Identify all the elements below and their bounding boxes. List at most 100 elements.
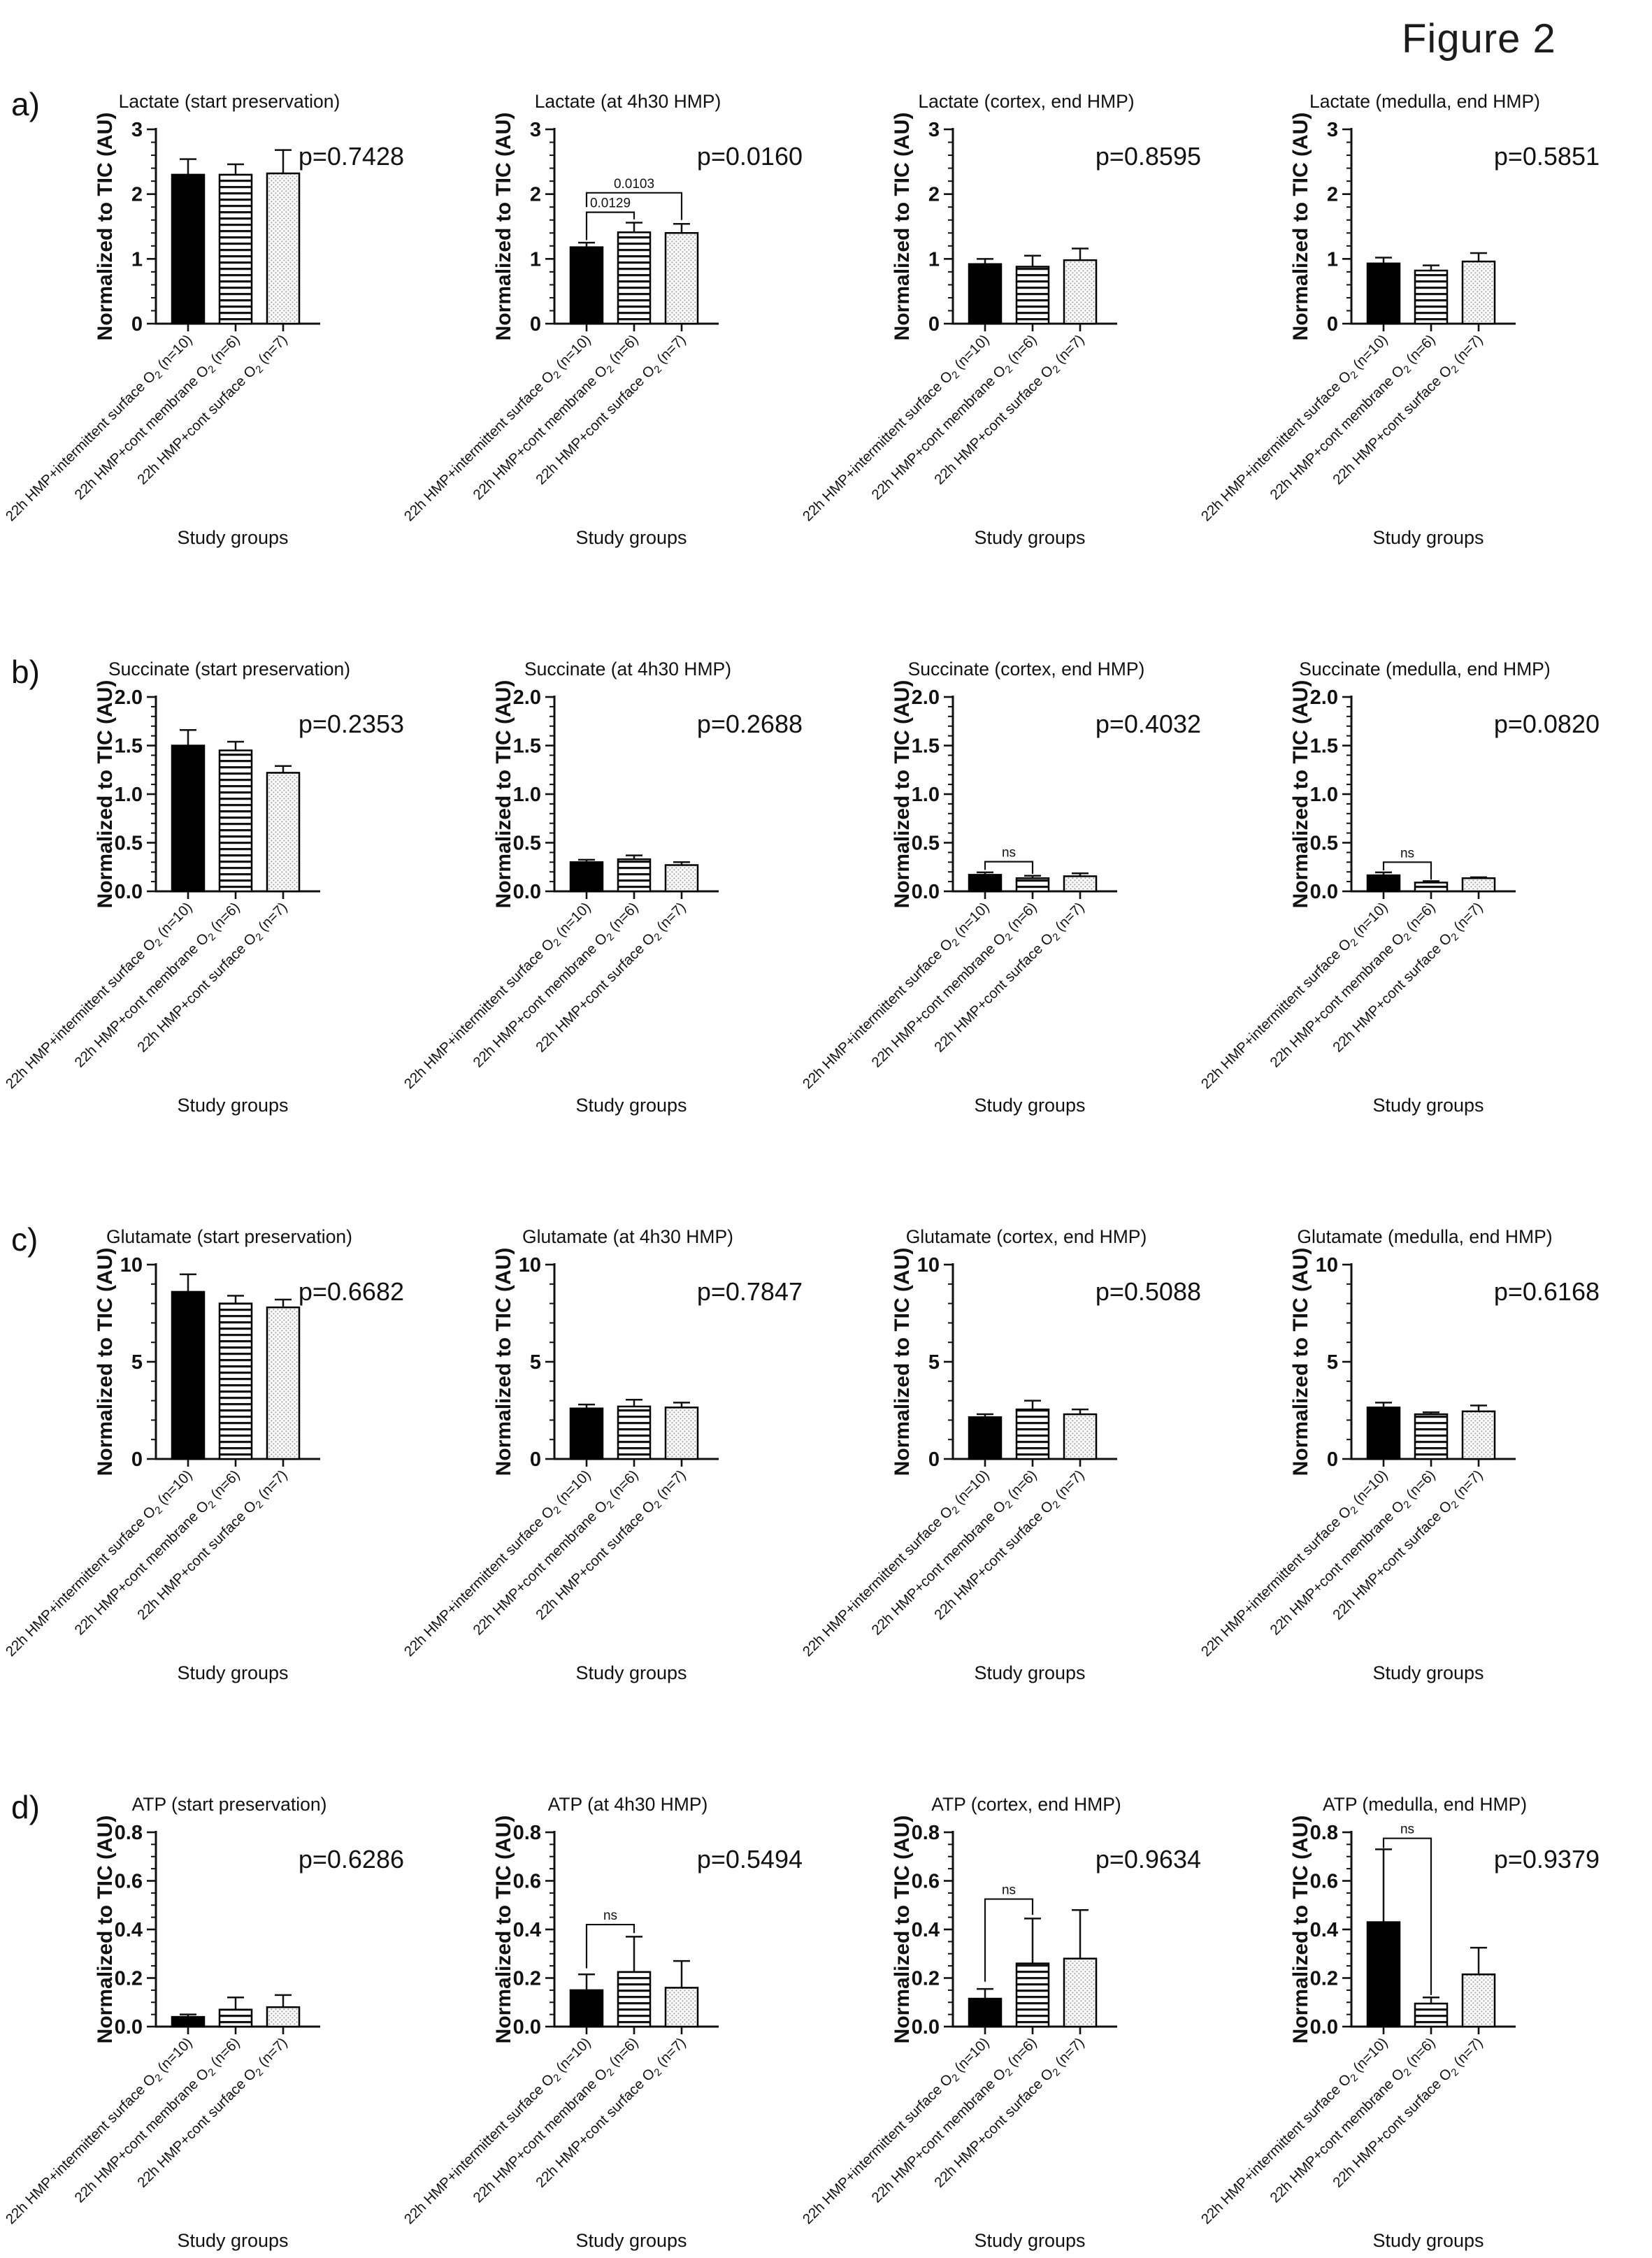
- chart-title: Lactate (medulla, end HMP): [1309, 91, 1540, 112]
- y-tick-label: 0.2: [115, 1968, 143, 1990]
- chart-succinate-at-4h30-hmp: Succinate (at 4h30 HMP) p=0.2688 Normalize…: [401, 659, 803, 1116]
- x-tick-label: 22h HMP+intermittent surface O2 (n=10): [401, 2034, 596, 2229]
- y-axis-label: Normalized to TIC (AU): [1289, 1815, 1312, 2044]
- y-axis-label: Normalized to TIC (AU): [492, 113, 515, 341]
- p-value-label: p=0.9379: [1494, 1845, 1600, 1874]
- bar: [1063, 1957, 1098, 2028]
- p-value-label: p=0.2688: [697, 710, 803, 738]
- y-tick-label: 1: [530, 248, 541, 271]
- y-axis-label: Normalized to TIC (AU): [492, 1248, 515, 1476]
- panel-label-a: a): [11, 86, 40, 122]
- y-axis-label: Normalized to TIC (AU): [891, 113, 914, 341]
- y-tick-label: 0.5: [115, 833, 143, 855]
- y-tick-label: 0.4: [912, 1919, 940, 1941]
- significance-label: 0.0129: [590, 196, 631, 211]
- chart-title: Glutamate (medulla, end HMP): [1297, 1226, 1552, 1247]
- bar: [1414, 269, 1449, 325]
- bar: [1366, 874, 1401, 893]
- y-tick-label: 1: [1327, 248, 1338, 271]
- y-tick-label: 0: [131, 1448, 143, 1471]
- y-tick-label: 0.8: [1310, 1822, 1338, 1844]
- chart-succinate-medulla-end-hmp: Succinate (medulla, end HMP) p=0.0820 Norm…: [1198, 659, 1600, 1116]
- y-tick-label: 0: [131, 313, 143, 336]
- y-tick-label: 1.0: [912, 784, 940, 806]
- x-axis-label: Study groups: [1372, 1662, 1484, 1683]
- y-tick-label: 0.0: [115, 881, 143, 903]
- y-tick-label: 0: [928, 313, 940, 336]
- p-value-label: p=0.5088: [1096, 1277, 1201, 1306]
- significance-label: ns: [1002, 1883, 1016, 1898]
- panel-label-c: c): [11, 1221, 38, 1258]
- bar: [1366, 262, 1401, 325]
- y-axis-label: Normalized to TIC (AU): [1289, 113, 1312, 341]
- bar: [617, 1405, 652, 1460]
- x-axis-label: Study groups: [575, 2230, 687, 2251]
- bar: [218, 1302, 253, 1460]
- panel-label-b: b): [11, 654, 40, 690]
- p-value-label: p=0.6286: [299, 1845, 404, 1874]
- x-axis-label: Study groups: [974, 2230, 1085, 2251]
- y-tick-label: 0.0: [513, 881, 541, 903]
- y-axis-label: Normalized to TIC (AU): [1289, 680, 1312, 909]
- x-axis-label: Study groups: [177, 2230, 288, 2251]
- significance-label: ns: [1400, 1822, 1414, 1837]
- bar: [968, 1997, 1003, 2028]
- x-axis-label: Study groups: [1372, 1095, 1484, 1116]
- bar: [664, 232, 699, 325]
- significance-label: ns: [1400, 846, 1414, 861]
- x-axis-label: Study groups: [974, 527, 1085, 548]
- y-tick-label: 0: [530, 1448, 541, 1471]
- y-tick-label: 0: [1327, 1448, 1338, 1471]
- chart-title: Glutamate (start preservation): [106, 1226, 352, 1247]
- p-value-label: p=0.5851: [1494, 142, 1600, 171]
- bar: [266, 1306, 301, 1460]
- y-tick-label: 0.2: [513, 1968, 541, 1990]
- p-value-label: p=0.9634: [1096, 1845, 1201, 1874]
- chart-title: Succinate (start preservation): [108, 659, 350, 679]
- significance-label: 0.0103: [614, 177, 654, 192]
- y-tick-label: 2.0: [115, 686, 143, 709]
- bar: [968, 874, 1003, 893]
- y-tick-label: 10: [1316, 1254, 1338, 1277]
- p-value-label: p=0.6168: [1494, 1277, 1600, 1306]
- y-tick-label: 0.5: [1310, 833, 1338, 855]
- p-value-label: p=0.5494: [697, 1845, 803, 1874]
- bar: [1063, 259, 1098, 325]
- significance-bracket: [585, 192, 683, 220]
- bar: [617, 1971, 652, 2028]
- chart-title: Succinate (medulla, end HMP): [1299, 659, 1550, 679]
- significance-bracket: [984, 1898, 1034, 1982]
- y-tick-label: 3: [530, 119, 541, 141]
- bar: [1414, 2002, 1449, 2028]
- x-tick-label: 22h HMP+intermittent surface O2 (n=10): [401, 331, 596, 526]
- bar: [1366, 1407, 1401, 1460]
- y-tick-label: 0.6: [912, 1871, 940, 1893]
- x-axis-label: Study groups: [575, 1095, 687, 1116]
- y-tick-label: 0.4: [513, 1919, 541, 1941]
- chart-atp-at-4h30-hmp: ATP (at 4h30 HMP) p=0.5494 Normalized to T…: [401, 1794, 803, 2251]
- y-tick-label: 0.0: [912, 881, 940, 903]
- bar: [569, 861, 604, 893]
- y-tick-label: 3: [1327, 119, 1338, 141]
- x-axis-label: Study groups: [974, 1095, 1085, 1116]
- bar: [1015, 877, 1050, 893]
- y-tick-label: 10: [917, 1254, 940, 1277]
- y-tick-label: 0.0: [115, 2016, 143, 2038]
- bar: [617, 231, 652, 325]
- x-axis-label: Study groups: [177, 527, 288, 548]
- y-tick-label: 5: [928, 1351, 940, 1374]
- y-tick-label: 2.0: [912, 686, 940, 709]
- chart-glutamate-medulla-end-hmp: Glutamate (medulla, end HMP) p=0.6168 Norm…: [1198, 1226, 1600, 1683]
- chart-glutamate-start-preservation: Glutamate (start preservation) p=0.6682 No…: [3, 1226, 404, 1683]
- y-axis-label: Normalized to TIC (AU): [1289, 1248, 1312, 1476]
- x-axis-label: Study groups: [177, 1662, 288, 1683]
- chart-title: ATP (medulla, end HMP): [1323, 1794, 1527, 1815]
- chart-title: Lactate (at 4h30 HMP): [535, 91, 721, 112]
- y-tick-label: 0.6: [513, 1871, 541, 1893]
- y-tick-label: 10: [120, 1254, 143, 1277]
- y-tick-label: 2.0: [1310, 686, 1338, 709]
- y-axis-label: Normalized to TIC (AU): [891, 1815, 914, 2044]
- chart-title: Succinate (at 4h30 HMP): [524, 659, 731, 679]
- y-tick-label: 0.6: [1310, 1871, 1338, 1893]
- y-tick-label: 1.5: [1310, 735, 1338, 758]
